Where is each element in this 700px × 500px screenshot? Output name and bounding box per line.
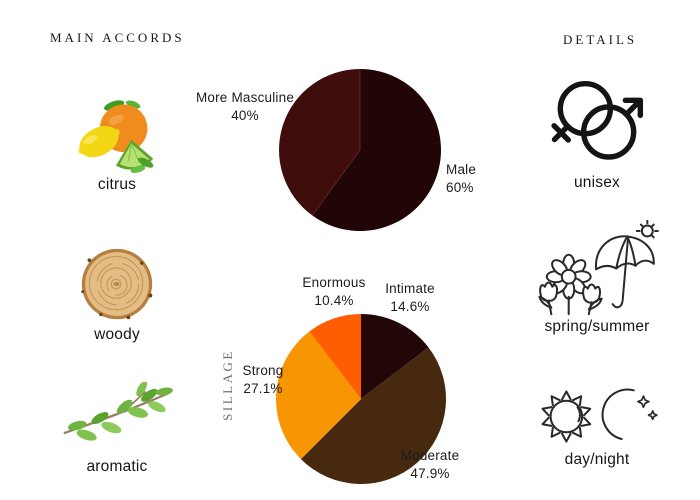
orange-leaf [104,100,125,111]
pie-slice-more-masculine [279,69,360,216]
orange-leaf-2 [125,100,141,109]
pie-label-strong: Strong 27.1% [242,363,284,396]
lime-leaf [137,157,154,168]
pie-slice-strong [276,331,361,460]
accord-item-citrus: citrus [47,96,187,194]
accord-item-woody: woody [47,246,187,344]
pie-slice-enormous [309,314,361,399]
details-header: DETAILS [563,32,638,47]
pie-label-intimate: Intimate 14.6% [385,281,435,314]
male-symbol-arrow [622,97,644,119]
gender-pie-chart [279,69,441,232]
herb-leaves [67,382,173,441]
flower-doodle [545,253,592,316]
sun-doodle [635,220,659,239]
accord-label-citrus: citrus [97,176,137,193]
pie-slice-intimate [361,314,429,399]
male-symbol-circle [580,104,637,160]
citrus-icon [47,96,187,174]
sillage-pie-chart [276,314,447,485]
detail-label-day-night: day/night [564,451,630,468]
female-symbol-cross [551,123,571,143]
unisex-icon [527,72,667,172]
spring-summer-icon [527,220,667,316]
detail-label-spring-summer: spring/summer [544,318,650,335]
lemon-fruit [78,126,120,158]
aromatic-icon [47,382,187,456]
detail-item-unisex: unisex [527,72,667,192]
pie-label-more-masculine: More Masculine 40% [195,90,295,123]
detail-label-unisex: unisex [573,174,620,191]
day-night-icon [527,384,667,449]
tulip-doodle-right [581,283,603,316]
accord-label-aromatic: aromatic [86,458,148,475]
pie-slice-divider [312,149,361,216]
accord-item-aromatic: aromatic [47,382,187,476]
woody-icon [47,246,187,324]
tulip-doodle-left [537,281,558,316]
detail-item-spring-summer: spring/summer [527,220,667,336]
bark-flecks [81,258,153,320]
accord-label-woody: woody [94,326,140,343]
moon-outline [601,388,635,440]
detail-item-day-night: day/night [527,384,667,469]
main-accords-header: MAIN ACCORDS [50,30,185,45]
sparkle-stars [637,395,658,421]
pie-label-enormous: Enormous 10.4% [302,275,366,308]
pie-slice-male [312,69,441,232]
sun-outline [541,390,592,443]
pie-label-male: Male 60% [446,162,477,195]
umbrella-doodle [594,235,655,309]
lime-leaf-2 [130,165,146,173]
pie-label-moderate: Moderate 47.9% [400,448,460,481]
pie-slice-moderate [300,347,447,485]
